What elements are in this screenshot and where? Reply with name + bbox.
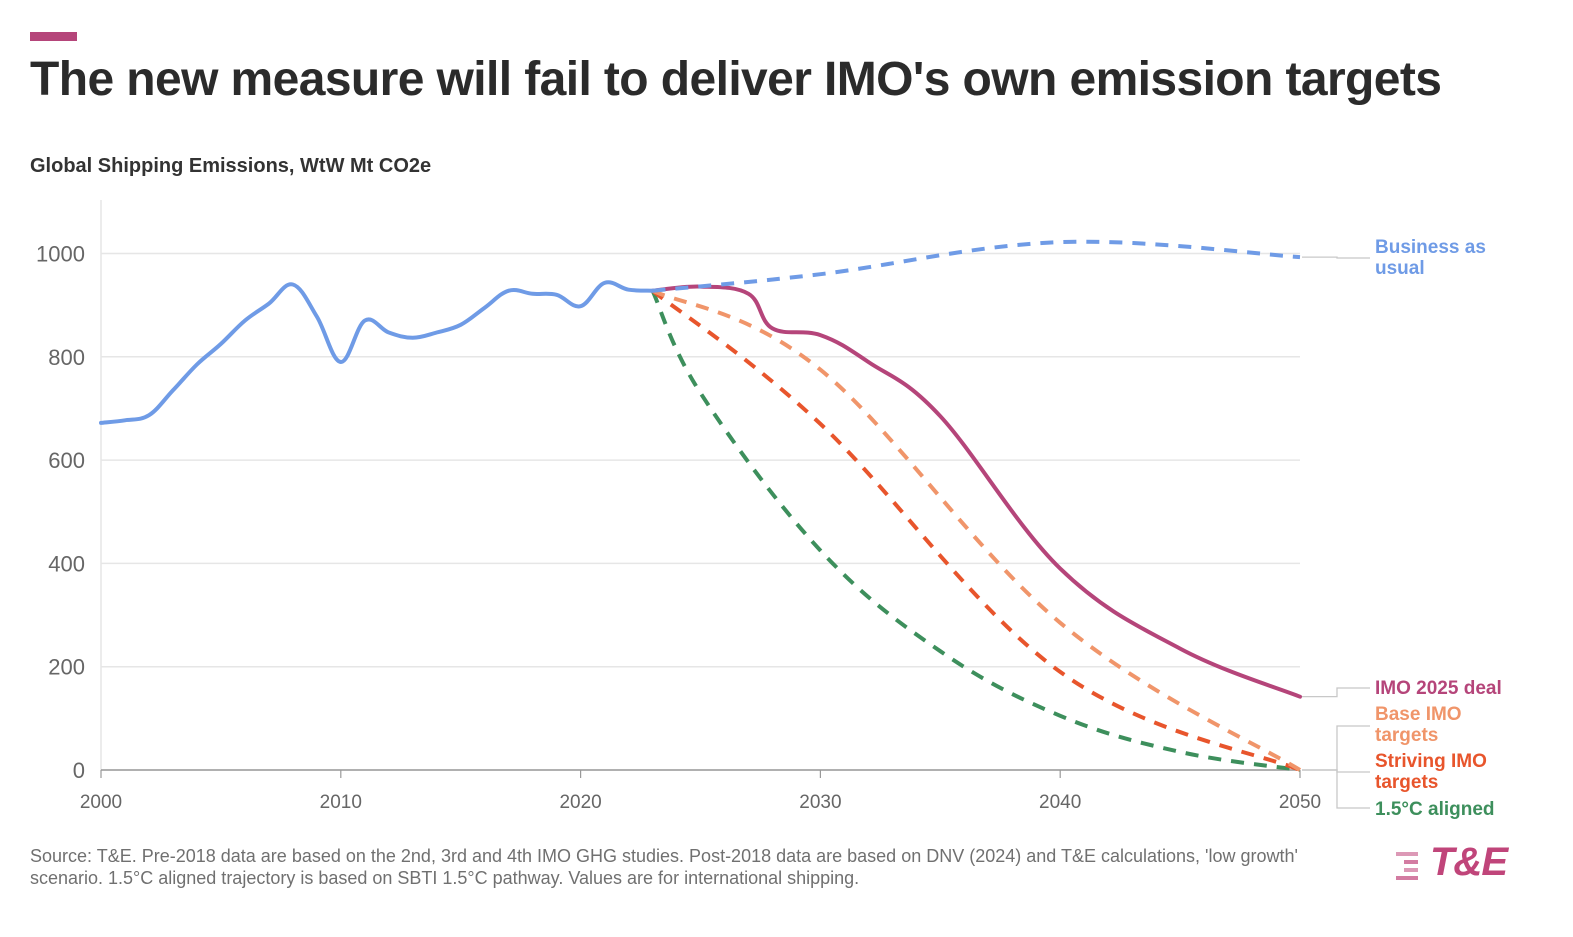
y-tick-label: 600 [48, 448, 85, 473]
x-tick-label: 2040 [1039, 792, 1081, 813]
series-line-business-as-usual [652, 239, 1301, 293]
source-note: Source: T&E. Pre-2018 data are based on … [30, 846, 1298, 888]
label-leader-line [1302, 725, 1370, 771]
y-tick-label: 1000 [36, 242, 85, 267]
label-leader-line [1302, 769, 1370, 809]
chart-title: The new measure will fail to deliver IMO… [30, 53, 1442, 106]
series-end-label: 1.5°C aligned [1375, 799, 1495, 820]
series-end-label: targets [1375, 725, 1438, 746]
title-accent-bar [30, 32, 77, 41]
y-tick-label: 200 [48, 655, 85, 680]
logo-stripe [1404, 860, 1418, 864]
y-tick-label: 800 [48, 345, 85, 370]
brand-logo: T&E [1388, 840, 1528, 890]
chart-subtitle: Global Shipping Emissions, WtW Mt CO2e [30, 155, 432, 177]
logo-text: T&E [1430, 840, 1508, 884]
label-leader-line [1302, 687, 1370, 698]
x-tick-label: 2020 [559, 792, 601, 813]
x-tick-label: 2000 [80, 792, 122, 813]
logo-stripe [1396, 876, 1418, 880]
series-line-striving-imo-targets [651, 289, 1301, 772]
series-line-1-5-c-aligned [650, 289, 1301, 772]
series-end-label: targets [1375, 772, 1438, 793]
x-tick-label: 2010 [320, 792, 362, 813]
series-end-label: Striving IMO [1375, 751, 1487, 772]
y-tick-label: 0 [73, 758, 85, 783]
axis-layer: 0 200 400 600 800 1000 2000 2010 2020 2030 2040 205… [36, 242, 1321, 814]
x-tick-label: 2050 [1279, 792, 1321, 813]
series-line-business-as-usual [99, 280, 655, 425]
series-end-label: Base IMO [1375, 704, 1462, 725]
y-tick-label: 400 [48, 551, 85, 576]
logo-stripe [1404, 868, 1418, 872]
x-tick-label: 2030 [799, 792, 841, 813]
series-layer [99, 239, 1302, 772]
logo-stripe [1396, 852, 1418, 856]
series-end-label: usual [1375, 258, 1425, 279]
series-end-label: Business as [1375, 237, 1486, 258]
series-end-label: IMO 2025 deal [1375, 678, 1502, 699]
series-line-imo-2025-deal [650, 284, 1302, 699]
label-leader-line [1302, 256, 1370, 259]
logo-stripes-icon [1396, 852, 1418, 880]
series-line-base-imo-targets [651, 288, 1302, 772]
